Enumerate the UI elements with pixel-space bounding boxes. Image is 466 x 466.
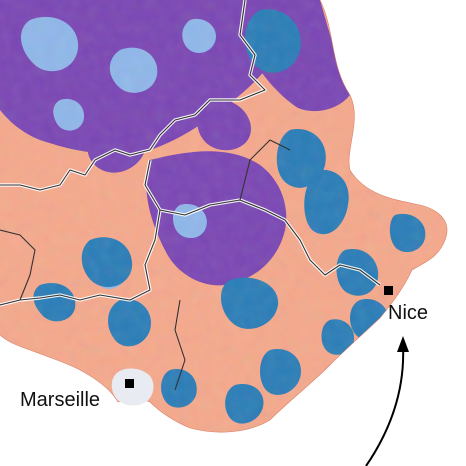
nice-marker-group: Nice xyxy=(384,286,428,324)
nice-marker[interactable] xyxy=(384,286,393,295)
curved-arrow-icon xyxy=(365,336,409,466)
marseille-marker[interactable] xyxy=(125,379,134,388)
coastline xyxy=(0,0,448,433)
marseille-label: Marseille xyxy=(20,389,100,411)
administrative-boundaries xyxy=(0,0,382,391)
nice-label: Nice xyxy=(388,302,428,324)
marseille-marker-group: Marseille xyxy=(20,379,134,411)
